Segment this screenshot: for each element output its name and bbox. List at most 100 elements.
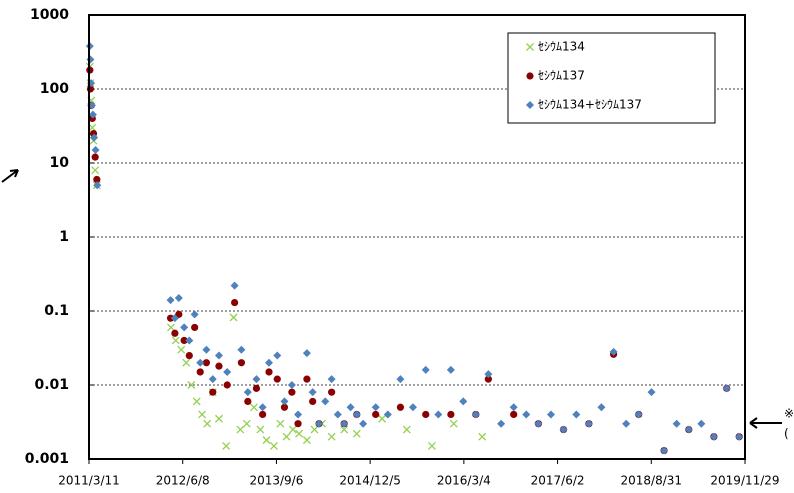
marker-diamond	[484, 370, 493, 379]
x-tick-label: 2014/12/5	[339, 474, 401, 488]
marker-diamond	[180, 323, 189, 332]
marker-circle	[223, 381, 231, 389]
marker-circle	[180, 336, 188, 345]
marker-diamond	[609, 347, 618, 356]
marker-x	[276, 419, 285, 428]
points	[85, 42, 744, 455]
marker-diamond	[459, 397, 468, 406]
arrow	[749, 417, 782, 429]
marker-x	[302, 436, 311, 445]
marker-diamond	[446, 365, 455, 374]
marker-diamond	[709, 432, 718, 441]
marker-diamond	[308, 388, 317, 397]
x-tick-label: 2011/3/11	[58, 474, 120, 488]
marker-diamond	[697, 419, 706, 428]
marker-diamond	[359, 419, 368, 428]
marker-circle	[288, 388, 296, 396]
marker-circle	[447, 410, 455, 419]
marker-diamond	[321, 397, 330, 406]
marker-circle	[185, 351, 193, 360]
marker-x	[310, 425, 319, 434]
marker-circle	[526, 72, 534, 80]
y-tick-label: 0.01	[34, 377, 69, 393]
marker-diamond	[287, 381, 296, 389]
marker-diamond	[223, 367, 232, 376]
marker-x	[262, 436, 271, 445]
plot-frame	[88, 14, 746, 460]
marker-circle	[372, 410, 380, 419]
marker-x	[242, 419, 251, 428]
marker-diamond	[597, 403, 606, 412]
marker-diamond	[340, 419, 349, 428]
marker-x	[256, 425, 265, 434]
marker-circle	[244, 397, 252, 406]
y-tick-label: 0.001	[25, 451, 69, 467]
marker-x	[198, 410, 207, 419]
marker-diamond	[196, 358, 205, 367]
marker-diamond	[471, 410, 480, 419]
marker-circle	[259, 410, 267, 419]
marker-diamond	[214, 351, 223, 360]
marker-diamond	[265, 358, 274, 367]
marker-diamond	[258, 403, 267, 412]
marker-diamond	[252, 375, 261, 384]
legend-label: ｾｼｳﾑ134+ｾｼｳﾑ137	[538, 98, 642, 112]
marker-circle	[280, 403, 289, 411]
marker-x	[182, 358, 191, 367]
marker-diamond	[208, 375, 217, 384]
marker-x	[203, 419, 212, 428]
marker-diamond	[383, 410, 392, 419]
marker-x	[327, 432, 336, 441]
annotation: ※	[784, 407, 794, 421]
marker-circle	[215, 362, 223, 370]
legend-label: ｾｼｳﾑ137	[538, 69, 585, 83]
x-tick-label: 2013/9/6	[249, 474, 303, 488]
marker-diamond	[315, 419, 324, 428]
marker-x	[288, 425, 297, 434]
marker-diamond	[88, 110, 97, 119]
marker-circle	[265, 368, 273, 376]
marker-diamond	[91, 145, 100, 154]
x-tick-label: 2017/6/2	[531, 474, 585, 488]
marker-x	[192, 397, 201, 406]
marker-diamond	[327, 375, 336, 384]
marker-diamond	[396, 375, 405, 384]
marker-diamond	[371, 403, 380, 412]
marker-diamond	[622, 419, 631, 428]
marker-x	[378, 414, 387, 423]
y-tick-label: 1000	[30, 7, 69, 23]
legend-box	[507, 32, 716, 124]
marker-diamond	[230, 281, 239, 290]
marker-diamond	[421, 365, 430, 374]
marker-diamond	[346, 403, 355, 412]
marker-x	[222, 442, 231, 450]
marker-x	[236, 425, 245, 434]
x-tick-label: 2019/11/29	[710, 474, 779, 488]
marker-diamond	[434, 410, 443, 419]
marker-circle	[328, 388, 336, 396]
marker-diamond	[174, 293, 183, 302]
marker-x	[402, 425, 411, 434]
marker-diamond	[166, 296, 175, 305]
marker-circle	[303, 375, 311, 383]
marker-circle	[166, 314, 175, 322]
marker-circle	[237, 359, 246, 367]
marker-circle	[396, 403, 405, 411]
marker-diamond	[584, 419, 593, 428]
marker-diamond	[302, 349, 311, 358]
marker-diamond	[202, 345, 211, 354]
marker-x	[352, 429, 361, 438]
arrow	[1, 169, 19, 183]
marker-diamond	[559, 425, 568, 434]
series	[85, 42, 744, 455]
marker-x	[187, 381, 196, 389]
marker-diamond	[170, 314, 179, 323]
marker-diamond	[93, 181, 102, 190]
marker-circle	[93, 175, 101, 184]
marker-diamond	[660, 446, 669, 455]
marker-x	[427, 442, 436, 450]
series	[85, 62, 487, 450]
marker-circle	[309, 397, 317, 406]
marker-x	[282, 432, 291, 441]
